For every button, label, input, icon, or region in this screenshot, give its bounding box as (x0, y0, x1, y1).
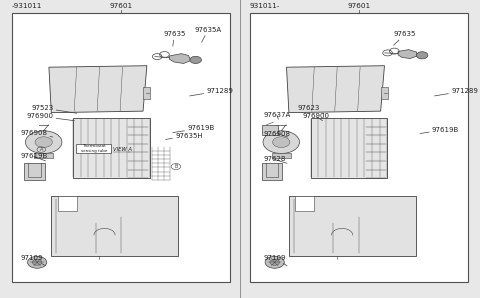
Text: 97637A: 97637A (263, 112, 290, 119)
Text: 97635A: 97635A (194, 27, 222, 42)
Circle shape (32, 259, 42, 265)
Text: 97623: 97623 (298, 105, 324, 114)
Text: A: A (39, 147, 43, 152)
Text: 97635: 97635 (163, 31, 186, 46)
Bar (12, 13, 230, 282)
Bar (143, 87, 150, 99)
Bar (73, 118, 150, 178)
Bar (250, 13, 468, 282)
Text: 97601: 97601 (109, 3, 133, 9)
Text: 97109: 97109 (263, 255, 287, 266)
Circle shape (190, 56, 202, 63)
Text: 976908: 976908 (263, 131, 290, 137)
Text: 97619B: 97619B (20, 153, 48, 161)
Circle shape (265, 256, 284, 268)
FancyBboxPatch shape (24, 163, 45, 180)
Bar (76, 144, 111, 153)
Bar (262, 125, 278, 135)
Text: 976900: 976900 (26, 113, 74, 121)
Circle shape (270, 259, 279, 265)
Bar (311, 118, 387, 178)
Text: -931011: -931011 (12, 3, 42, 9)
Circle shape (35, 137, 52, 148)
Bar (262, 163, 282, 180)
Text: Thermostat
sensing tube: Thermostat sensing tube (81, 144, 107, 153)
Bar (272, 153, 291, 158)
Text: 97628: 97628 (263, 156, 287, 163)
Bar (34, 153, 53, 158)
Text: VIEW A: VIEW A (113, 147, 132, 152)
Text: 97619B: 97619B (420, 127, 459, 134)
Text: 931011-: 931011- (250, 3, 280, 9)
Polygon shape (398, 49, 417, 59)
Polygon shape (169, 54, 191, 63)
Bar (289, 196, 416, 256)
Circle shape (416, 52, 428, 59)
Polygon shape (49, 66, 147, 113)
Text: 971289: 971289 (190, 88, 233, 96)
Text: 97635H: 97635H (166, 133, 203, 139)
Polygon shape (295, 196, 314, 211)
Polygon shape (287, 66, 384, 113)
Text: 97601: 97601 (347, 3, 371, 9)
Bar (51, 196, 178, 256)
Text: 97635: 97635 (394, 31, 416, 45)
Text: 97109: 97109 (20, 255, 46, 266)
Polygon shape (58, 196, 77, 211)
Circle shape (25, 131, 62, 153)
Text: 971289: 971289 (434, 88, 478, 96)
Text: 97619B: 97619B (173, 125, 215, 133)
Text: B: B (174, 164, 178, 169)
Text: 976900: 976900 (302, 113, 329, 121)
Circle shape (273, 137, 290, 148)
Text: 97523: 97523 (31, 105, 77, 113)
Circle shape (263, 131, 300, 153)
Circle shape (27, 256, 47, 268)
Bar (381, 87, 388, 99)
Text: 976908: 976908 (20, 130, 53, 137)
